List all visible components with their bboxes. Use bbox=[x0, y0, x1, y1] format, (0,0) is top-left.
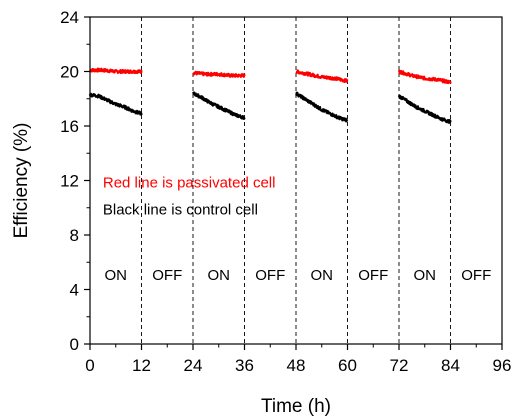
annotations: Red line is passivated cell Black line is… bbox=[103, 174, 276, 218]
x-tick-label: 48 bbox=[287, 356, 306, 375]
series-line bbox=[397, 69, 452, 85]
phase-label: ON bbox=[208, 267, 231, 284]
series-line bbox=[295, 91, 349, 123]
y-tick-label: 16 bbox=[60, 117, 79, 136]
series-line bbox=[89, 67, 143, 75]
red-series bbox=[89, 67, 452, 85]
series-line bbox=[191, 91, 246, 120]
y-tick-label: 24 bbox=[60, 8, 79, 27]
x-tick-label: 36 bbox=[235, 356, 254, 375]
series-layer bbox=[88, 67, 452, 125]
phase-label: OFF bbox=[461, 267, 491, 284]
y-tick-label: 4 bbox=[70, 281, 79, 300]
y-tick-label: 12 bbox=[60, 172, 79, 191]
axis-ticks bbox=[84, 16, 503, 350]
x-tick-label: 84 bbox=[441, 356, 460, 375]
x-tick-label: 60 bbox=[338, 356, 357, 375]
phase-label: OFF bbox=[152, 267, 182, 284]
y-tick-label: 8 bbox=[70, 226, 79, 245]
annotation-label: Black line is control cell bbox=[103, 202, 258, 219]
x-tick-label: 24 bbox=[184, 356, 203, 375]
phase-label: OFF bbox=[358, 267, 388, 284]
phase-label: ON bbox=[311, 267, 334, 284]
series-line bbox=[397, 94, 452, 125]
x-tick-label: 96 bbox=[493, 356, 512, 375]
phase-label: ON bbox=[414, 267, 437, 284]
phase-label: OFF bbox=[255, 267, 285, 284]
series-line bbox=[295, 69, 349, 84]
y-axis-label: Efficiency (%) bbox=[11, 123, 32, 239]
black-series bbox=[88, 91, 452, 125]
x-tick-label: 0 bbox=[85, 356, 94, 375]
series-line bbox=[192, 70, 246, 78]
series-line bbox=[88, 92, 143, 116]
x-tick-label: 72 bbox=[390, 356, 409, 375]
phase-label: ON bbox=[105, 267, 128, 284]
x-tick-label: 12 bbox=[132, 356, 151, 375]
annotation-label: Red line is passivated cell bbox=[103, 174, 276, 191]
x-axis-label: Time (h) bbox=[261, 396, 331, 416]
phase-labels: ON OFF ON OFF ON OFF ON OFF bbox=[105, 267, 492, 284]
y-tick-label: 0 bbox=[70, 335, 79, 354]
y-tick-label: 20 bbox=[60, 63, 79, 82]
on-off-dividers bbox=[141, 17, 451, 344]
